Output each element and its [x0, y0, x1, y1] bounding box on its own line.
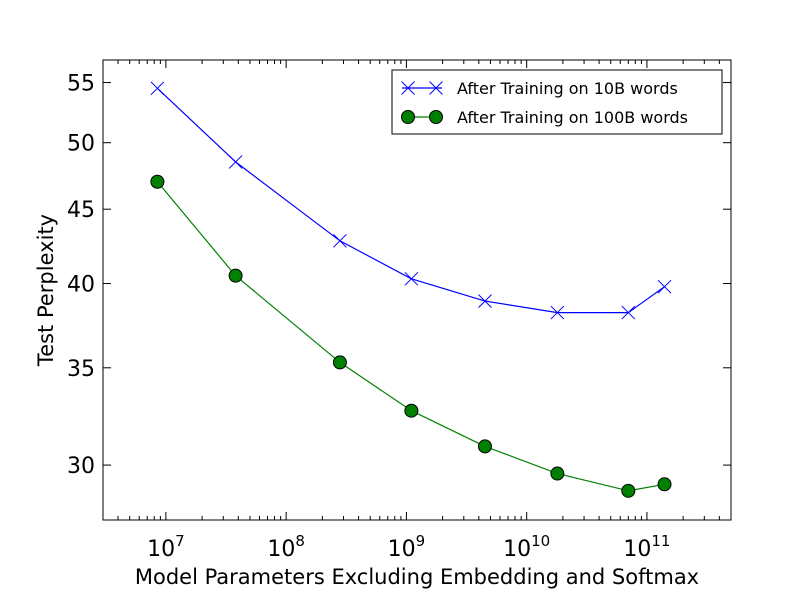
y-axis-label: Test Perplexity [34, 214, 58, 367]
legend-marker [429, 110, 443, 124]
data-point [333, 233, 347, 248]
y-tick-label: 45 [67, 198, 95, 223]
legend-item: After Training on 100B words [401, 108, 688, 127]
data-point [657, 279, 672, 294]
legend-marker [401, 81, 415, 95]
legend-marker [401, 110, 415, 124]
data-point [228, 155, 243, 169]
legend-item: After Training on 10B words [401, 79, 678, 98]
legend-label: After Training on 100B words [457, 108, 688, 127]
data-point [150, 81, 165, 96]
y-tick-label: 30 [67, 454, 95, 479]
data-point [404, 403, 419, 418]
series-2 [150, 174, 672, 498]
legend-marker [429, 81, 443, 95]
x-tick-label: 107 [147, 532, 185, 562]
data-point [404, 271, 419, 286]
x-tick-label: 108 [267, 532, 305, 562]
data-point [228, 268, 243, 283]
legend-label: After Training on 10B words [457, 79, 678, 98]
x-tick-label: 1011 [623, 532, 670, 562]
data-point [550, 466, 565, 481]
y-tick-label: 50 [67, 132, 95, 157]
data-point [621, 305, 636, 320]
data-point [550, 305, 565, 320]
x-axis-label: Model Parameters Excluding Embedding and… [135, 565, 699, 589]
data-point [150, 174, 165, 189]
data-point [332, 355, 347, 370]
series-group [150, 81, 672, 498]
x-tick-label: 1010 [503, 532, 550, 562]
legend-box [391, 69, 723, 135]
legend: After Training on 10B words After Trainin… [391, 69, 723, 135]
x-tick-label: 109 [388, 532, 426, 562]
y-tick-label: 35 [67, 357, 95, 382]
data-point [657, 477, 672, 492]
y-tick-label: 40 [67, 273, 95, 298]
axes-ticks: 107 108 109 1010 1011 30 35 40 45 50 55 [67, 60, 732, 562]
data-point [621, 483, 636, 498]
data-point [477, 439, 492, 454]
series-line [156, 181, 665, 492]
series-line [156, 87, 665, 314]
y-tick-label: 55 [67, 72, 95, 97]
plot-frame [102, 59, 732, 521]
data-point [478, 294, 492, 308]
series-1 [150, 81, 672, 320]
